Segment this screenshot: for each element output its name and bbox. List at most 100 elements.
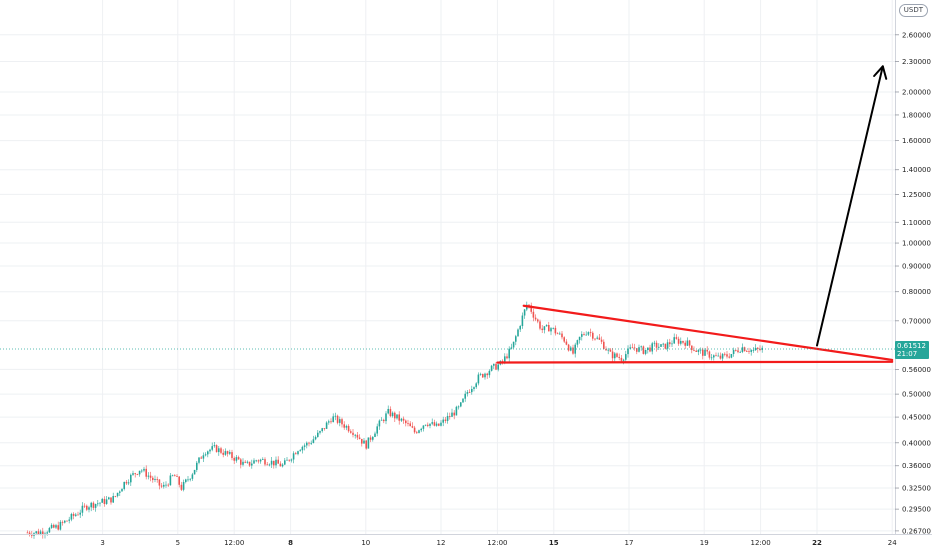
candle-body [545, 325, 548, 327]
candle-body [178, 476, 180, 485]
candle-body [218, 448, 220, 453]
candle-body [57, 525, 59, 530]
candle-body [457, 406, 460, 408]
time-tick-label: 12 [437, 539, 446, 547]
candle-body [614, 353, 616, 359]
candle-body [343, 424, 345, 428]
candle-body [308, 442, 310, 444]
candle-body [138, 470, 141, 475]
candle-body [627, 348, 629, 355]
candle-body [464, 393, 466, 399]
candle-body [28, 532, 31, 535]
candle-body [413, 427, 416, 433]
candle-body [532, 311, 535, 318]
candle-body [191, 474, 194, 479]
candle-body [90, 502, 92, 508]
time-tick-label: 19 [700, 539, 709, 547]
candle-body [609, 349, 612, 352]
drawings[interactable] [496, 65, 894, 364]
candle-body [554, 327, 557, 334]
candle-body [418, 430, 420, 433]
candle-body [391, 412, 394, 417]
candle-body [605, 348, 607, 351]
price-tick-label: 0.29500 [902, 506, 931, 514]
candle-body [378, 420, 381, 427]
candle-body [284, 460, 286, 465]
candle-body [660, 344, 662, 347]
candle-body [578, 336, 581, 341]
time-tick-label: 5 [176, 539, 180, 547]
candle-body [669, 342, 671, 345]
candle-body [710, 357, 713, 359]
candle-body [583, 334, 585, 335]
candle-body [693, 350, 695, 351]
candle-body [655, 342, 658, 348]
candle-body [185, 479, 187, 483]
candle-body [255, 460, 257, 462]
candle-body [506, 356, 508, 359]
candle-body [147, 475, 150, 477]
candle-body [42, 531, 44, 535]
candle-body [517, 329, 519, 337]
candle-body [730, 353, 733, 358]
time-axis[interactable]: 3 5 12:00 8 10 12 12:00 15 17 19 12:00 22 24 [100, 539, 897, 547]
candle-body [633, 347, 636, 349]
candle-body [277, 459, 279, 464]
time-tick-label: 22 [812, 539, 822, 547]
candle-body [233, 457, 235, 461]
price-tick-label: 0.45000 [902, 414, 931, 422]
candle-body [101, 498, 103, 503]
candle-body [501, 360, 504, 362]
candle-body [515, 336, 517, 342]
candle-body [490, 365, 493, 371]
candle-body [176, 476, 178, 477]
candle-body [420, 428, 422, 431]
price-tick-label: 0.36000 [902, 462, 931, 470]
candle-body [26, 532, 29, 534]
price-tick-label: 2.30000 [902, 58, 931, 66]
candle-body [66, 520, 68, 522]
candle-body [684, 342, 686, 346]
candle-body [704, 349, 706, 356]
candle-body [741, 347, 744, 352]
candle-body [350, 431, 352, 433]
candle-body [438, 423, 440, 426]
candle-body [105, 499, 108, 504]
breakout-arrow-head [873, 65, 888, 80]
candle-body [530, 305, 532, 312]
candle-body [488, 370, 491, 376]
candle-body [383, 419, 385, 422]
candle-body [332, 416, 334, 423]
candle-body [301, 446, 304, 451]
current-price-tag: 0.61512 21:07 [895, 341, 929, 359]
candle-body [317, 432, 319, 437]
candle-body [53, 524, 55, 528]
candle-body [603, 341, 605, 349]
candle-body [407, 423, 409, 424]
candle-body [376, 426, 378, 434]
candle-body [662, 343, 664, 345]
price-axis[interactable]: 2.60000 2.30000 2.00000 1.80000 1.60000 1.400… [895, 31, 931, 535]
candle-body [644, 349, 647, 354]
candle-body [699, 349, 702, 351]
candle-body [677, 338, 680, 344]
candle-body [198, 457, 200, 463]
candle-body [385, 413, 387, 422]
candles [26, 301, 763, 539]
candle-body [365, 440, 367, 449]
candle-body [431, 422, 433, 424]
candle-body [389, 408, 392, 417]
candle-body [563, 337, 565, 342]
currency-badge[interactable]: USDT [898, 4, 928, 17]
candle-body [521, 315, 524, 327]
candle-body [691, 345, 693, 351]
candle-body [446, 415, 449, 421]
grid [0, 0, 895, 535]
candle-body [50, 524, 53, 528]
candle-body [581, 334, 583, 337]
price-tick-label: 1.80000 [902, 111, 931, 119]
time-tick-label: 8 [288, 539, 293, 547]
candle-body [235, 457, 238, 461]
